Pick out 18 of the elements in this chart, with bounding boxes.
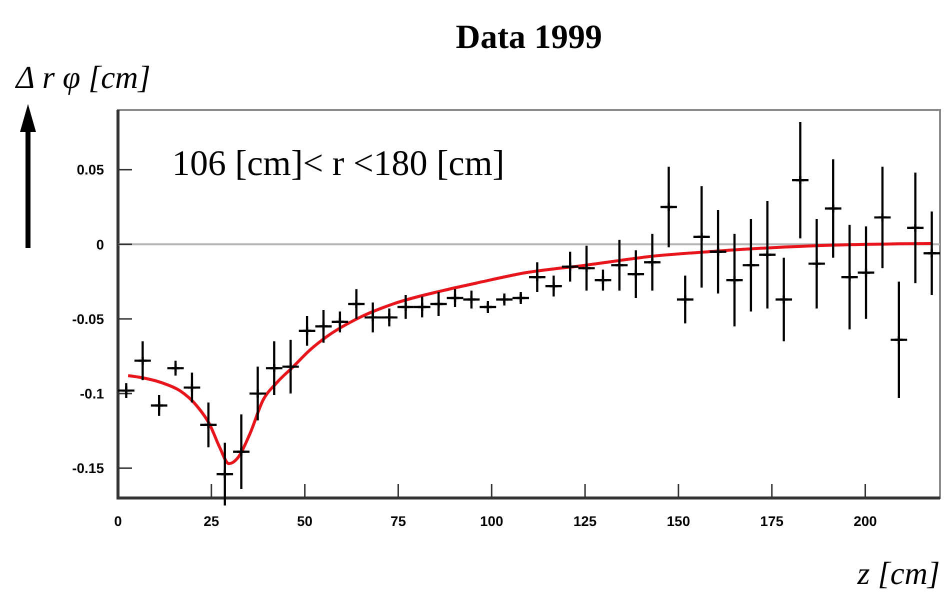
x-tick-label: 50 xyxy=(297,513,313,529)
x-axis-title: z [cm] xyxy=(856,555,940,591)
x-tick-label: 150 xyxy=(666,513,690,529)
annotation: 106 [cm]< r <180 [cm] xyxy=(172,143,505,183)
x-tick-label: 100 xyxy=(480,513,504,529)
y-tick-label: -0.15 xyxy=(72,460,104,476)
x-tick-label: 175 xyxy=(760,513,784,529)
y-tick-label: -0.1 xyxy=(80,386,104,402)
x-tick-label: 25 xyxy=(204,513,220,529)
y-axis-title: Δ r φ [cm] xyxy=(14,59,151,95)
x-tick-label: 75 xyxy=(390,513,406,529)
chart-title: Data 1999 xyxy=(456,19,602,56)
x-tick-label: 200 xyxy=(854,513,878,529)
y-tick-label: -0.05 xyxy=(72,310,104,327)
y-tick-label: 0.05 xyxy=(76,162,104,178)
x-tick-label: 125 xyxy=(573,513,597,529)
y-tick-label: 0 xyxy=(96,236,104,252)
x-tick-label: 0 xyxy=(114,513,122,529)
